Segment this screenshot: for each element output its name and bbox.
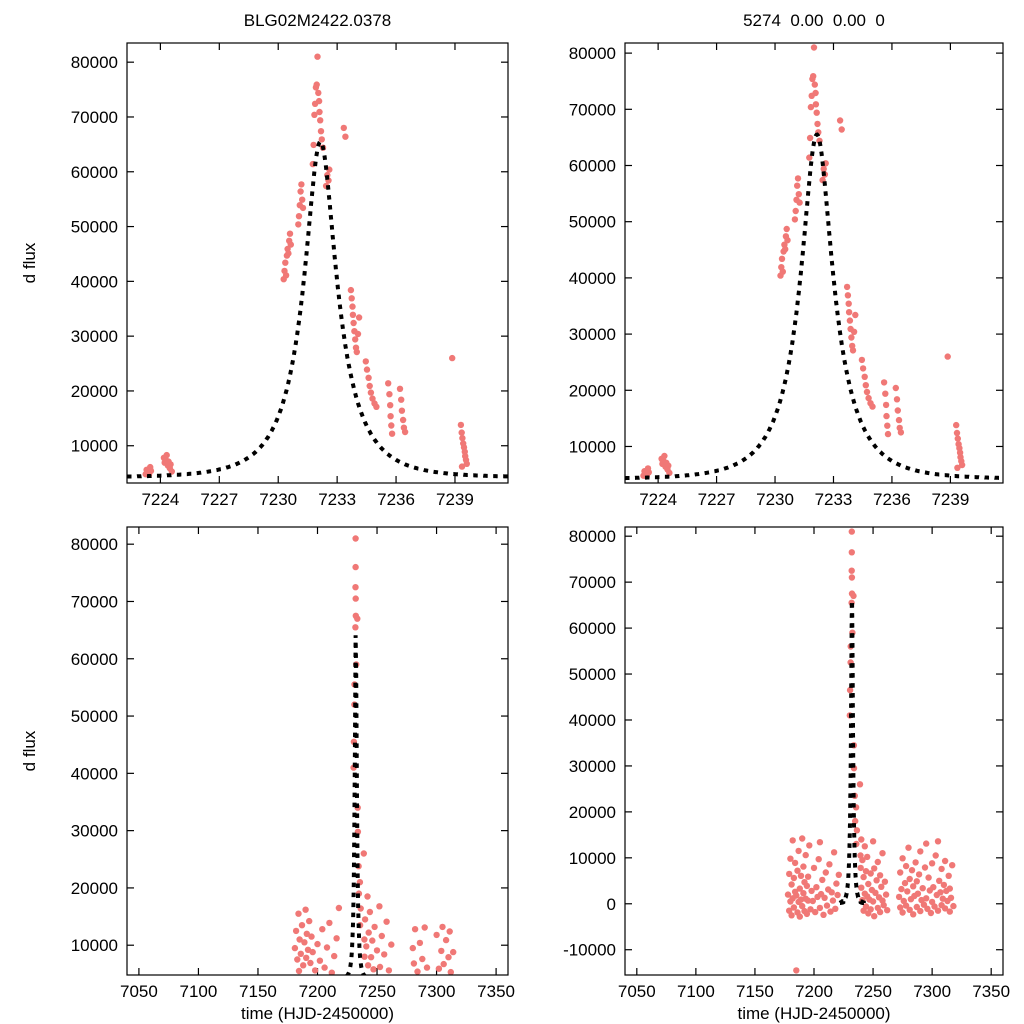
x-tick-label: 7350 (972, 982, 1010, 1001)
plot-frame (624, 526, 1004, 976)
y-tick-label: 60000 (71, 163, 118, 182)
x-tick-label: 7239 (436, 490, 474, 509)
y-tick-label: 50000 (569, 665, 616, 684)
x-tick-label: 7100 (677, 982, 715, 1001)
plot-canvas-top-right: 7224 7227 7230 7233 7236 7239 10000 20000 30000 4… (569, 11, 1004, 509)
plot-canvas-top-left: 7224 7227 7230 7233 7236 7239 10000 20000 30000 4… (20, 11, 509, 509)
x-tick-label: 7050 (120, 982, 158, 1001)
axis-ticks (625, 527, 1003, 975)
plot-frame (126, 42, 509, 484)
y-tick-label: 20000 (71, 879, 118, 898)
model-curve (838, 599, 869, 906)
y-tick-label: 70000 (71, 108, 118, 127)
axis-ticks (625, 43, 1003, 483)
x-tick-label: 7250 (854, 982, 892, 1001)
y-axis-label: d flux (20, 242, 39, 283)
y-tick-label: 80000 (569, 527, 616, 546)
y-tick-label: 80000 (71, 53, 118, 72)
y-tick-label: 10000 (569, 437, 616, 456)
y-tick-label: 60000 (569, 157, 616, 176)
y-tick-label: 10000 (71, 936, 118, 955)
x-tick-label: 7300 (418, 982, 456, 1001)
y-tick-label: 30000 (569, 325, 616, 344)
y-tick-label: 30000 (71, 822, 118, 841)
plot-canvas-bottom-right: 7050 7100 7150 7200 7250 7300 7350 -10000 0 10000… (563, 526, 1010, 1023)
y-axis-label: d flux (20, 730, 39, 771)
y-tick-label: 70000 (569, 100, 616, 119)
y-tick-label: 40000 (71, 764, 118, 783)
x-tick-label: 7150 (736, 982, 774, 1001)
data-points (142, 53, 470, 478)
x-tick-label: 7200 (795, 982, 833, 1001)
model-curve (344, 635, 367, 975)
axis-ticks (127, 527, 508, 975)
data-points (640, 44, 966, 480)
y-tick-label: 0 (607, 895, 616, 914)
plot-top-left: 7224 7227 7230 7233 7236 7239 10000 20000 30000 4… (0, 0, 512, 512)
x-tick-label: 7200 (299, 982, 337, 1001)
y-tick-label: 30000 (71, 327, 118, 346)
x-axis-label: time (HJD-2450000) (241, 1004, 394, 1023)
plot-title: BLG02M2422.0378 (244, 11, 391, 30)
y-tick-label: 80000 (569, 44, 616, 63)
x-tick-label: 7150 (239, 982, 277, 1001)
x-tick-label: 7250 (358, 982, 396, 1001)
x-tick-label: 7224 (639, 490, 677, 509)
y-tick-label: 50000 (569, 213, 616, 232)
x-tick-label: 7230 (756, 490, 794, 509)
axis-tick-labels: 7050 7100 7150 7200 7250 7300 7350 10000 20000 30… (71, 535, 515, 1001)
y-tick-label: 20000 (71, 382, 118, 401)
x-tick-label: 7300 (913, 982, 951, 1001)
x-tick-label: 7230 (259, 490, 297, 509)
y-tick-label: 20000 (569, 803, 616, 822)
plot-top-right: 7224 7227 7230 7233 7236 7239 10000 20000 30000 4… (512, 0, 1024, 512)
axis-tick-labels: 7224 7227 7230 7233 7236 7239 10000 20000 30000 4… (71, 53, 474, 509)
y-tick-label: 70000 (71, 592, 118, 611)
y-tick-label: 40000 (569, 711, 616, 730)
model-curve (127, 139, 508, 479)
y-tick-label: 60000 (71, 650, 118, 669)
plot-title: 5274 0.00 0.00 0 (743, 11, 885, 30)
x-tick-label: 7239 (931, 490, 969, 509)
y-tick-label: 40000 (569, 269, 616, 288)
x-tick-label: 7227 (200, 490, 238, 509)
y-tick-label: 70000 (569, 573, 616, 592)
axis-ticks (127, 43, 508, 483)
y-tick-label: 10000 (569, 849, 616, 868)
y-tick-label: 50000 (71, 218, 118, 237)
x-axis-label: time (HJD-2450000) (737, 1004, 890, 1023)
plot-bottom-left: 7050 7100 7150 7200 7250 7300 7350 10000 20000 30… (0, 512, 515, 1024)
plot-frame (624, 42, 1004, 484)
y-tick-label: 10000 (71, 437, 118, 456)
plot-bottom-right: 7050 7100 7150 7200 7250 7300 7350 -10000 0 10000… (512, 512, 1024, 1024)
x-tick-label: 7233 (815, 490, 853, 509)
y-tick-label: 80000 (71, 535, 118, 554)
x-tick-label: 7233 (318, 490, 356, 509)
y-tick-label: 20000 (569, 381, 616, 400)
y-tick-label: -10000 (563, 941, 616, 960)
y-tick-label: 60000 (569, 619, 616, 638)
x-tick-label: 7100 (180, 982, 218, 1001)
y-tick-label: 50000 (71, 707, 118, 726)
model-curve (625, 132, 1003, 481)
x-tick-label: 7227 (698, 490, 736, 509)
x-tick-label: 7236 (377, 490, 415, 509)
x-tick-label: 7350 (477, 982, 515, 1001)
x-tick-label: 7050 (618, 982, 656, 1001)
axis-tick-labels: 7050 7100 7150 7200 7250 7300 7350 -10000 0 10000… (563, 527, 1010, 1001)
y-tick-label: 30000 (569, 757, 616, 776)
plot-canvas-bottom-left: 7050 7100 7150 7200 7250 7300 7350 10000 20000 30… (20, 526, 515, 1023)
x-tick-label: 7236 (873, 490, 911, 509)
data-points (784, 528, 957, 974)
x-tick-label: 7224 (141, 490, 179, 509)
y-tick-label: 40000 (71, 272, 118, 291)
axis-tick-labels: 7224 7227 7230 7233 7236 7239 10000 20000 30000 4… (569, 44, 970, 509)
plot-frame (126, 526, 509, 976)
data-points (291, 535, 457, 975)
